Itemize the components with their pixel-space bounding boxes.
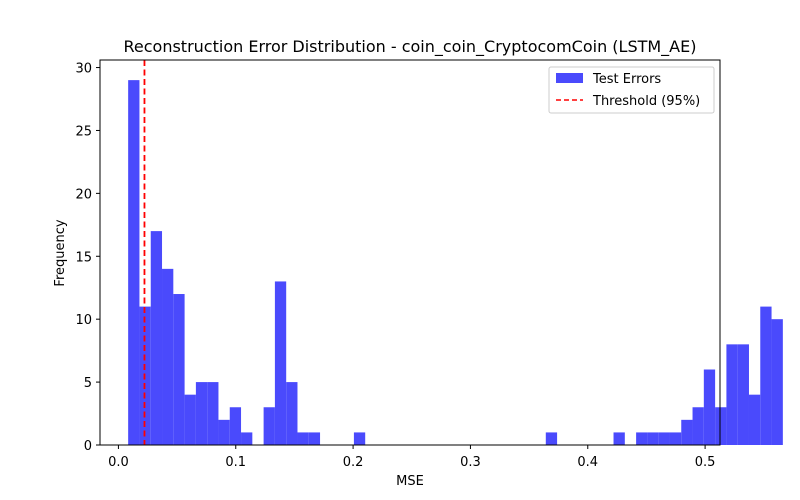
- histogram-bar: [715, 407, 727, 445]
- histogram-bar: [207, 382, 219, 445]
- histogram-bar: [658, 432, 670, 445]
- histogram-bar: [229, 407, 242, 445]
- histogram-bar: [195, 382, 208, 445]
- y-tick-label: 25: [75, 124, 92, 139]
- histogram-bars: [128, 80, 783, 445]
- histogram-bar: [726, 344, 738, 445]
- legend: Test Errors Threshold (95%): [548, 66, 715, 114]
- histogram-bar: [681, 419, 693, 445]
- histogram-bar: [771, 319, 783, 445]
- x-tick-label: 0.1: [225, 455, 246, 470]
- histogram-bar: [737, 344, 749, 445]
- legend-label-threshold: Threshold (95%): [592, 94, 700, 109]
- histogram-bar: [692, 407, 704, 445]
- y-tick-label: 15: [75, 250, 92, 265]
- x-axis-label: MSE: [396, 474, 424, 489]
- legend-swatch-test-errors: [556, 73, 583, 83]
- plot-frame: [99, 59, 721, 446]
- histogram-bar: [545, 432, 558, 445]
- y-tick-label: 20: [75, 187, 92, 202]
- x-tick-label: 0.4: [577, 455, 598, 470]
- legend-box: [548, 66, 715, 114]
- histogram-bar: [669, 432, 682, 445]
- histogram-bar: [647, 432, 659, 445]
- histogram-bar: [353, 432, 366, 445]
- histogram-bar: [308, 432, 321, 445]
- legend-label-test-errors: Test Errors: [592, 72, 661, 87]
- histogram-bar: [613, 432, 625, 445]
- x-tick-label: 0.5: [695, 455, 716, 470]
- histogram-bar: [263, 407, 275, 445]
- y-tick-label: 10: [75, 313, 92, 328]
- histogram-bar: [748, 394, 761, 445]
- chart-title: Reconstruction Error Distribution - coin…: [124, 37, 697, 57]
- x-axis-ticks: 0.0 0.1 0.2 0.3 0.4 0.5: [108, 445, 715, 470]
- y-tick-label: 5: [84, 376, 92, 391]
- histogram-bar: [162, 268, 174, 445]
- histogram-bar: [150, 231, 163, 445]
- histogram-bar: [703, 369, 716, 445]
- x-tick-label: 0.2: [343, 455, 364, 470]
- histogram-bar: [241, 432, 253, 445]
- x-tick-label: 0.0: [108, 455, 129, 470]
- histogram-bar: [636, 432, 648, 445]
- histogram-bar: [274, 281, 287, 445]
- histogram-bar: [286, 382, 298, 445]
- x-tick-label: 0.3: [460, 455, 481, 470]
- histogram-bar: [128, 80, 140, 445]
- y-axis-label: Frequency: [53, 219, 68, 286]
- y-tick-label: 30: [75, 62, 92, 77]
- y-tick-label: 0: [84, 439, 92, 454]
- histogram-bar: [297, 432, 309, 445]
- y-axis-ticks: 0 5 10 15 20 25 30: [75, 62, 100, 454]
- histogram-bar: [218, 419, 230, 445]
- histogram-bar: [173, 294, 185, 445]
- histogram-bar: [760, 306, 772, 445]
- histogram-bar: [184, 394, 196, 445]
